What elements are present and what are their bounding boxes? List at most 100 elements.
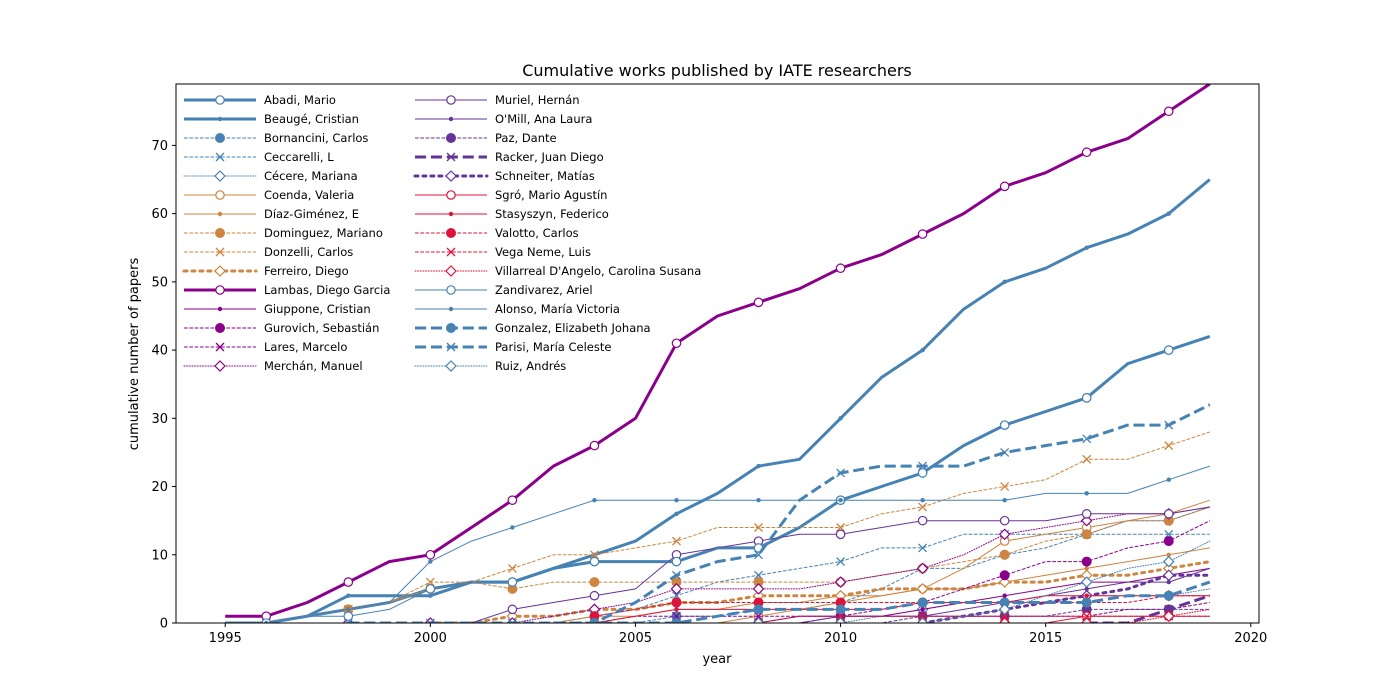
legend-label: Lares, Marcelo (264, 340, 347, 354)
legend-label: Giuppone, Cristian (264, 302, 371, 316)
y-tick-label: 70 (151, 139, 168, 154)
data-point (674, 607, 679, 612)
legend-item-merchan-manuel: Merchán, Manuel (183, 359, 363, 373)
legend-marker (446, 342, 456, 352)
data-point (1163, 536, 1174, 547)
legend-marker (446, 133, 456, 143)
legend-marker (448, 211, 454, 217)
data-point (674, 511, 679, 517)
data-point (671, 618, 682, 623)
legend-item-parisi-maria-celeste: Parisi, María Celeste (415, 340, 611, 354)
legend-label: Merchán, Manuel (264, 359, 363, 373)
data-point (835, 529, 846, 540)
data-point (918, 611, 928, 621)
series-line (306, 506, 1211, 623)
data-point (753, 604, 764, 615)
data-point (836, 523, 846, 532)
legend-marker (448, 306, 454, 312)
legend-label: Racker, Juan Diego (495, 150, 604, 164)
data-point (507, 604, 518, 615)
legend-label: Lambas, Diego Garcia (264, 283, 390, 297)
series-line (594, 595, 1210, 617)
x-tick-label: 1995 (209, 631, 242, 646)
legend-item-lares-marcelo: Lares, Marcelo (184, 340, 347, 354)
series-line (225, 178, 1211, 623)
legend-item-ceccarelli-l: Ceccarelli, L (184, 150, 334, 164)
series-line (676, 499, 1210, 623)
legend-item-coenda-valeria: Coenda, Valeria (184, 188, 354, 202)
legend-marker (446, 247, 456, 257)
legend-item-abadi-mario: Abadi, Mario (184, 93, 336, 107)
series-line (348, 506, 1210, 610)
y-tick-label: 10 (151, 548, 168, 563)
data-point (1162, 555, 1175, 568)
data-point (507, 495, 518, 505)
series-layer (225, 84, 1212, 623)
y-axis-label: cumulative number of papers (127, 258, 142, 451)
data-point (671, 338, 682, 349)
data-point (1000, 482, 1010, 492)
legend-label: Ruiz, Andrés (495, 359, 566, 373)
data-point (1082, 434, 1092, 444)
data-point (917, 229, 928, 239)
data-point (428, 559, 433, 564)
series-line (428, 560, 1212, 623)
legend-label: Beaugé, Cristian (264, 112, 359, 126)
data-point (589, 590, 600, 601)
series-line (881, 615, 1210, 623)
legend-label: Díaz-Giménez, E (264, 207, 359, 221)
data-point (510, 525, 515, 530)
legend-label: Paz, Dante (495, 131, 557, 145)
data-point (1163, 106, 1174, 117)
legend-item-gonzalez-elizabeth-johana: Gonzalez, Elizabeth Johana (415, 321, 651, 335)
data-point (1081, 597, 1092, 608)
data-point (507, 618, 517, 623)
legend-marker (215, 228, 225, 238)
data-point (1162, 610, 1175, 623)
data-point (999, 515, 1010, 526)
legend-label: Schneiter, Matías (495, 169, 595, 183)
legend-label: O'Mill, Ana Laura (495, 112, 592, 126)
data-point (999, 181, 1010, 192)
legend-item-donzelli-carlos: Donzelli, Carlos (184, 245, 353, 259)
legend-item-cecere-mariana: Cécere, Mariana (183, 169, 358, 183)
data-point (1000, 447, 1010, 457)
data-point (1002, 279, 1007, 285)
series-line (922, 608, 1211, 623)
data-point (999, 549, 1010, 560)
legend-item-ruiz-andres: Ruiz, Andrés (414, 359, 566, 373)
data-point (425, 549, 436, 560)
y-tick-label: 20 (151, 480, 168, 495)
legend-label: Donzelli, Carlos (264, 245, 353, 259)
data-point (589, 556, 600, 567)
legend-marker (215, 190, 225, 200)
legend-marker (215, 247, 225, 257)
series-parisi-maria-celeste (343, 403, 1211, 623)
legend-marker (214, 170, 226, 182)
data-point (507, 577, 518, 587)
data-point (1084, 586, 1089, 592)
data-point (754, 550, 763, 560)
data-point (1080, 576, 1093, 588)
data-point (425, 584, 436, 594)
y-tick-label: 40 (151, 344, 168, 359)
data-point (343, 618, 353, 623)
y-axis: 0 10 20 30 40 50 60 70 (151, 139, 176, 632)
series-line (225, 84, 1211, 618)
legend-item-racker-juan-diego: Racker, Juan Diego (415, 150, 604, 164)
series-line (676, 608, 1210, 623)
legend-marker (445, 265, 457, 277)
data-point (835, 263, 846, 274)
legend-item-alonso-maria-victoria: Alonso, María Victoria (415, 302, 620, 316)
data-point (1080, 617, 1093, 623)
y-tick-label: 60 (151, 207, 168, 222)
legend-item-ferreiro-diego: Ferreiro, Diego (182, 264, 349, 278)
legend-marker (215, 342, 225, 352)
data-point (998, 528, 1011, 541)
data-point (671, 597, 682, 608)
series-line (758, 540, 1211, 623)
data-point (1084, 491, 1089, 496)
data-point (589, 440, 600, 451)
legend-marker (215, 152, 225, 162)
